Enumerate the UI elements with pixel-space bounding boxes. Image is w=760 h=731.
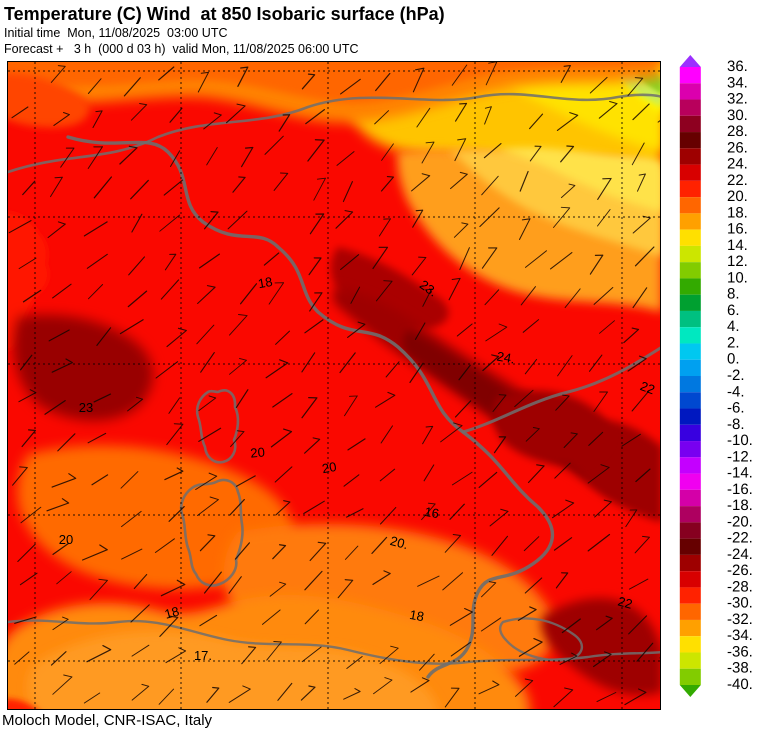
svg-text:22.: 22. <box>727 172 748 189</box>
svg-text:-2.: -2. <box>727 367 745 384</box>
svg-text:-38.: -38. <box>727 660 753 677</box>
svg-text:23: 23 <box>79 400 93 415</box>
svg-text:-24.: -24. <box>727 546 753 563</box>
svg-text:8.: 8. <box>727 286 740 303</box>
svg-text:28.: 28. <box>727 123 748 140</box>
svg-text:14.: 14. <box>727 237 748 254</box>
svg-text:30.: 30. <box>727 107 748 124</box>
svg-text:0.: 0. <box>727 351 740 368</box>
svg-text:20: 20 <box>321 459 338 476</box>
svg-text:20: 20 <box>59 532 73 547</box>
svg-text:-12.: -12. <box>727 448 753 465</box>
svg-text:20: 20 <box>250 444 266 460</box>
svg-text:-16.: -16. <box>727 481 753 498</box>
svg-text:34.: 34. <box>727 74 748 91</box>
svg-text:24.: 24. <box>727 156 748 173</box>
svg-text:-20.: -20. <box>727 513 753 530</box>
svg-text:36.: 36. <box>727 58 748 75</box>
svg-text:-8.: -8. <box>727 416 745 433</box>
svg-text:18.: 18. <box>727 204 748 221</box>
svg-text:-36.: -36. <box>727 643 753 660</box>
svg-text:4.: 4. <box>727 318 740 335</box>
svg-text:-32.: -32. <box>727 611 753 628</box>
svg-text:-6.: -6. <box>727 400 745 417</box>
svg-text:16: 16 <box>423 504 440 521</box>
svg-text:-28.: -28. <box>727 578 753 595</box>
svg-text:-4.: -4. <box>727 383 745 400</box>
svg-text:18: 18 <box>408 607 425 624</box>
svg-text:2.: 2. <box>727 334 740 351</box>
svg-text:-14.: -14. <box>727 465 753 482</box>
svg-text:18: 18 <box>257 274 274 291</box>
svg-text:-30.: -30. <box>727 595 753 612</box>
svg-text:20.: 20. <box>727 188 748 205</box>
svg-text:-10.: -10. <box>727 432 753 449</box>
svg-text:16.: 16. <box>727 221 748 238</box>
svg-text:-18.: -18. <box>727 497 753 514</box>
svg-text:12.: 12. <box>727 253 748 270</box>
svg-text:10.: 10. <box>727 269 748 286</box>
svg-text:-26.: -26. <box>727 562 753 579</box>
svg-text:-22.: -22. <box>727 530 753 547</box>
svg-text:-34.: -34. <box>727 627 753 644</box>
svg-text:-40.: -40. <box>727 676 753 693</box>
svg-text:32.: 32. <box>727 91 748 108</box>
svg-text:6.: 6. <box>727 302 740 319</box>
svg-text:26.: 26. <box>727 139 748 156</box>
